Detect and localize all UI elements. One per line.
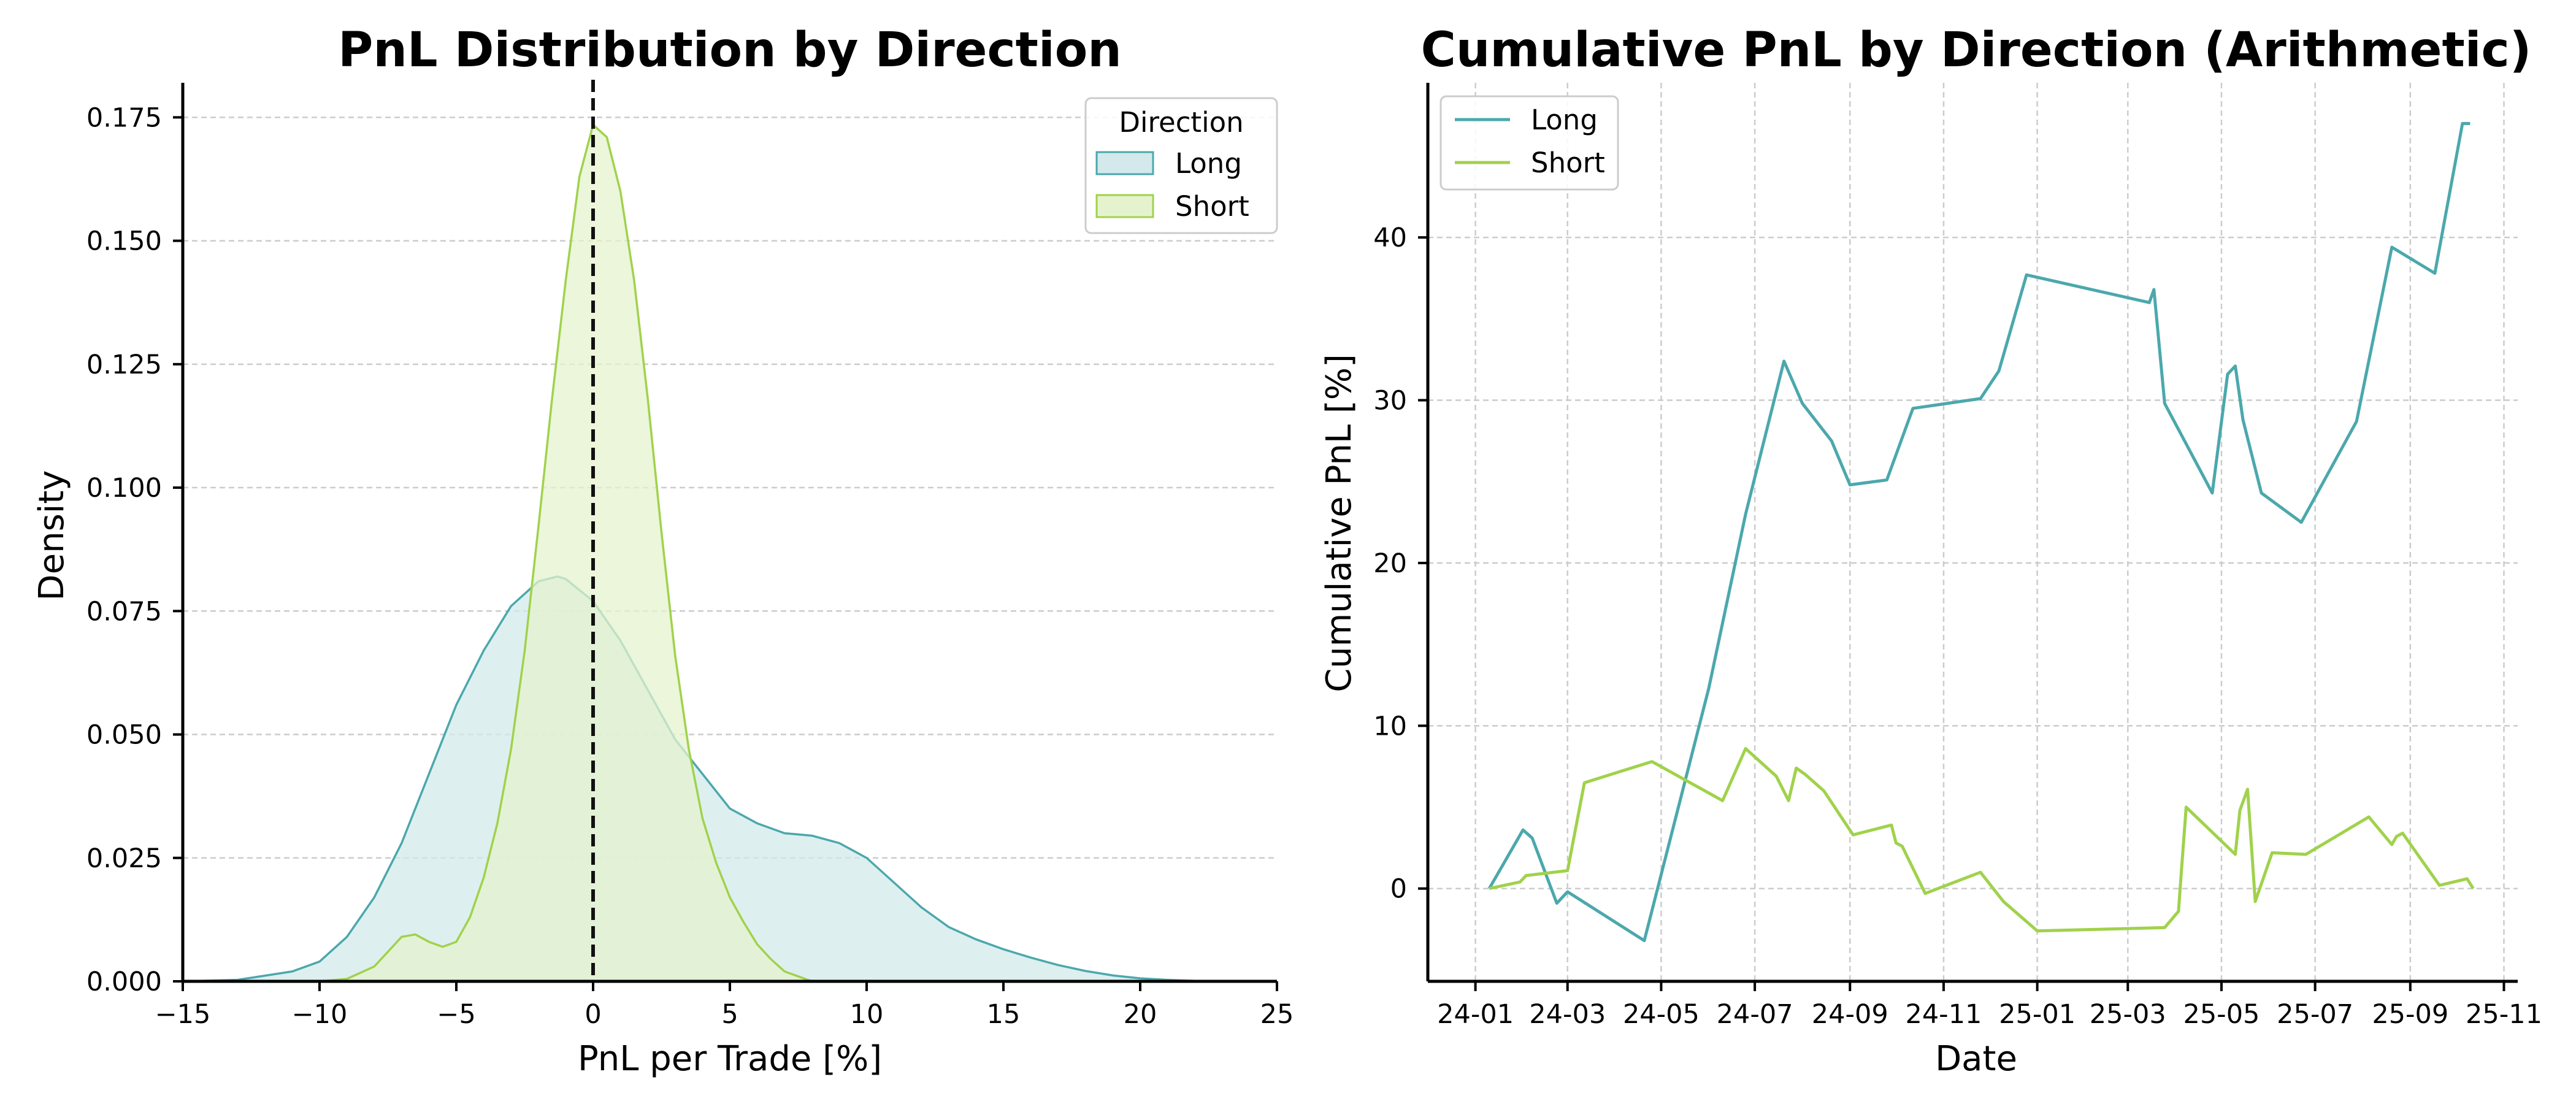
grid-lines xyxy=(1428,83,2518,981)
legend-label: Long xyxy=(1175,147,1242,180)
x-tick-label: 15 xyxy=(987,999,1021,1030)
x-tick-label: −15 xyxy=(155,999,211,1030)
x-tick-label: 24-09 xyxy=(1812,999,1888,1030)
y-ticks: 0.000 0.025 0.050 0.075 0.100 0.125 0.150 0.175 xyxy=(86,102,183,997)
x-tick-label: 20 xyxy=(1124,999,1157,1030)
y-tick-label: 0.150 xyxy=(86,226,162,257)
x-tick-label: 24-07 xyxy=(1717,999,1793,1030)
y-tick-label: 0.125 xyxy=(86,350,162,380)
chart-title: PnL Distribution by Direction xyxy=(338,23,1122,78)
x-tick-label: 25-01 xyxy=(1999,999,2076,1030)
x-ticks: 24-01 24-03 24-05 24-07 24-09 24-11 25-01 25-03… xyxy=(1437,981,2542,1030)
x-tick-label: −5 xyxy=(437,999,475,1030)
density-line-short xyxy=(319,123,813,983)
x-tick-label: 25-07 xyxy=(2277,999,2353,1030)
legend: Direction Long Short xyxy=(1084,97,1278,234)
y-tick-label: 20 xyxy=(1373,548,1407,579)
x-tick-label: 25-11 xyxy=(2466,999,2542,1030)
density-area-short xyxy=(320,125,812,981)
x-tick-label: 25-09 xyxy=(2372,999,2448,1030)
y-tick-label: 40 xyxy=(1373,223,1407,253)
series-line-long xyxy=(1487,121,2471,943)
x-tick-label: 25-03 xyxy=(2090,999,2166,1030)
chart-title: Cumulative PnL by Direction (Arithmetic) xyxy=(1421,23,2532,78)
cumulative-pnl-panel: Cumulative PnL by Direction (Arithmetic)… xyxy=(1319,23,2542,1079)
axes xyxy=(1426,83,2518,983)
legend-label: Long xyxy=(1531,104,1598,136)
density-area-long xyxy=(183,576,1250,981)
y-tick-label: 0.025 xyxy=(86,843,162,874)
legend: Long Short xyxy=(1439,95,1619,191)
y-tick-label: 0.000 xyxy=(86,967,162,997)
x-tick-label: 0 xyxy=(585,999,601,1030)
legend-label: Short xyxy=(1531,147,1605,179)
y-tick-label: 0.100 xyxy=(86,473,162,504)
x-tick-label: 24-05 xyxy=(1623,999,1700,1030)
x-tick-label: 25 xyxy=(1260,999,1294,1030)
x-tick-label: 24-11 xyxy=(1905,999,1982,1030)
line-series xyxy=(1487,121,2475,943)
x-axis-label: PnL per Trade [%] xyxy=(578,1039,882,1079)
x-tick-label: 24-03 xyxy=(1529,999,1606,1030)
legend-swatch-long xyxy=(1095,151,1154,175)
legend-title: Direction xyxy=(1119,106,1243,139)
y-tick-label: 30 xyxy=(1373,386,1407,416)
y-tick-label: 0 xyxy=(1390,874,1407,905)
y-tick-label: 10 xyxy=(1373,711,1407,742)
x-tick-label: −10 xyxy=(292,999,348,1030)
y-tick-label: 0.050 xyxy=(86,720,162,751)
y-tick-label: 0.175 xyxy=(86,102,162,133)
density-line-long xyxy=(182,575,1250,983)
x-ticks: −15 −10 −5 0 5 10 15 20 25 xyxy=(155,981,1294,1030)
pnl-distribution-panel: PnL Distribution by Direction PnL per Tr… xyxy=(32,23,1294,1079)
legend-swatch-short xyxy=(1095,194,1154,218)
y-ticks: 0 10 20 30 40 xyxy=(1373,223,1428,905)
density-series xyxy=(182,123,1250,983)
x-tick-label: 25-05 xyxy=(2183,999,2260,1030)
legend-label: Short xyxy=(1175,190,1249,223)
y-axis-label: Density xyxy=(32,470,72,601)
y-tick-label: 0.075 xyxy=(86,596,162,627)
x-axis-label: Date xyxy=(1935,1039,2017,1079)
y-axis-label: Cumulative PnL [%] xyxy=(1319,354,1359,692)
x-tick-label: 10 xyxy=(850,999,884,1030)
x-tick-label: 24-01 xyxy=(1437,999,1514,1030)
x-tick-label: 5 xyxy=(721,999,738,1030)
series-line-short xyxy=(1489,746,2475,933)
